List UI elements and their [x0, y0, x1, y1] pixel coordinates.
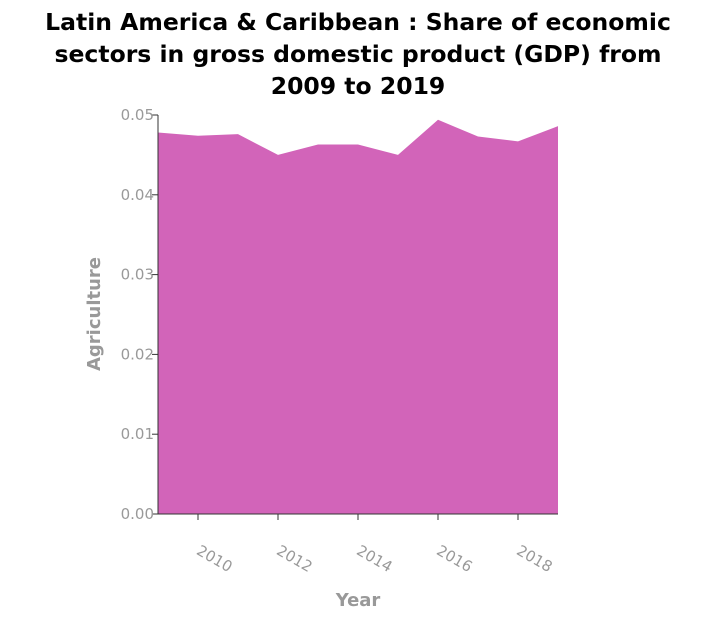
x-tick-label: 2018 — [513, 541, 555, 576]
chart-title-line-2: sectors in gross domestic product (GDP) … — [54, 40, 662, 68]
y-tick-label: 0.03 — [121, 266, 154, 284]
y-tick-label: 0.00 — [121, 505, 154, 523]
agriculture-area — [158, 119, 558, 515]
x-tick-label: 2014 — [353, 541, 395, 576]
x-tick-label: 2012 — [273, 541, 315, 576]
chart-title-line-1: Latin America & Caribbean : Share of eco… — [45, 8, 671, 36]
y-tick-label: 0.05 — [121, 106, 154, 124]
x-tick-label: 2016 — [433, 541, 475, 576]
y-tick-label: 0.01 — [121, 425, 154, 443]
plot-area — [158, 119, 558, 515]
chart-title: Latin America & Caribbean : Share of eco… — [0, 6, 716, 102]
chart-title-line-3: 2009 to 2019 — [270, 72, 446, 100]
y-tick-label: 0.02 — [121, 345, 154, 363]
y-axis-label: Agriculture — [84, 257, 105, 371]
y-tick-label: 0.04 — [121, 186, 154, 204]
x-axis-label: Year — [335, 590, 381, 611]
x-tick-label: 2010 — [193, 541, 235, 576]
